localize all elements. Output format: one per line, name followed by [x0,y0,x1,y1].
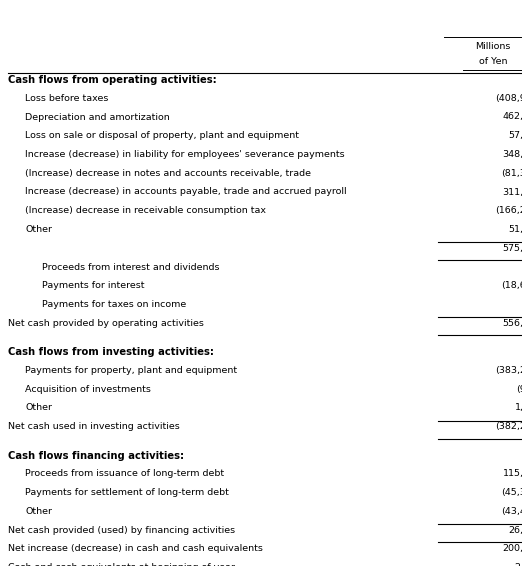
Text: 200,727: 200,727 [503,544,522,554]
Text: (81,368): (81,368) [501,169,522,178]
Text: Payments for taxes on income: Payments for taxes on income [42,300,186,309]
Text: Acquisition of investments: Acquisition of investments [25,385,151,394]
Text: Depreciation and amortization: Depreciation and amortization [25,113,170,122]
Text: Cash flows from investing activities:: Cash flows from investing activities: [8,347,215,357]
Text: Net cash provided (used) by financing activities: Net cash provided (used) by financing ac… [8,526,235,535]
Text: 51,345: 51,345 [508,225,522,234]
Text: Payments for settlement of long-term debt: Payments for settlement of long-term deb… [25,488,229,497]
Text: Increase (decrease) in accounts payable, trade and accrued payroll: Increase (decrease) in accounts payable,… [25,187,347,196]
Text: Net increase (decrease) in cash and cash equivalents: Net increase (decrease) in cash and cash… [8,544,263,554]
Text: (43,456): (43,456) [501,507,522,516]
Text: (961): (961) [516,385,522,394]
Text: Payments for interest: Payments for interest [42,281,144,290]
Text: 556,820: 556,820 [503,319,522,328]
Text: Other: Other [25,507,52,516]
Text: 2,491: 2,491 [515,563,522,566]
Text: Cash and cash equivalents at beginning of year: Cash and cash equivalents at beginning o… [8,563,235,566]
Text: Other: Other [25,404,52,413]
Text: 1,899: 1,899 [515,404,522,413]
Text: Proceeds from issuance of long-term debt: Proceeds from issuance of long-term debt [25,469,224,478]
Text: (45,345): (45,345) [501,488,522,497]
Text: 348,953: 348,953 [502,150,522,159]
Text: Other: Other [25,225,52,234]
Text: (Increase) decrease in receivable consumption tax: (Increase) decrease in receivable consum… [25,206,266,215]
Text: 115,000: 115,000 [503,469,522,478]
Text: Millions: Millions [476,42,511,51]
Text: Payments for property, plant and equipment: Payments for property, plant and equipme… [25,366,237,375]
Text: Cash flows financing activities:: Cash flows financing activities: [8,451,184,461]
Text: Net cash provided by operating activities: Net cash provided by operating activitie… [8,319,204,328]
Text: 57,801: 57,801 [508,131,522,140]
Text: Loss before taxes: Loss before taxes [25,94,109,103]
Text: (18,681): (18,681) [501,281,522,290]
Text: 462,159: 462,159 [503,113,522,122]
Text: Loss on sale or disposal of property, plant and equipment: Loss on sale or disposal of property, pl… [25,131,299,140]
Text: (382,290): (382,290) [495,422,522,431]
Text: 311,779: 311,779 [503,187,522,196]
Text: (Increase) decrease in notes and accounts receivable, trade: (Increase) decrease in notes and account… [25,169,311,178]
Text: (383,228): (383,228) [495,366,522,375]
Text: Cash flows from operating activities:: Cash flows from operating activities: [8,75,217,85]
Text: 26,198: 26,198 [508,526,522,535]
Text: 575,416: 575,416 [503,244,522,253]
Text: of Yen: of Yen [479,57,507,66]
Text: (408,983): (408,983) [495,94,522,103]
Text: Proceeds from interest and dividends: Proceeds from interest and dividends [42,263,219,272]
Text: Increase (decrease) in liability for employees' severance payments: Increase (decrease) in liability for emp… [25,150,345,159]
Text: Net cash used in investing activities: Net cash used in investing activities [8,422,180,431]
Text: (166,271): (166,271) [495,206,522,215]
